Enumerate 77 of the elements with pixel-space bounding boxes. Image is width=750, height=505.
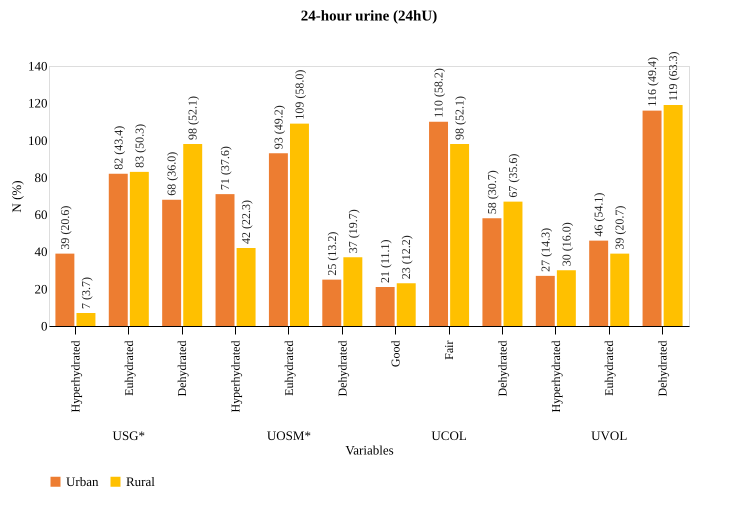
y-tick-label: 80 xyxy=(34,170,48,185)
bar xyxy=(610,254,630,326)
bar xyxy=(268,153,288,326)
text: UOSM* xyxy=(266,428,311,443)
bar xyxy=(322,280,342,326)
data-label: 23 (12.2) xyxy=(399,235,414,280)
data-label: 30 (16.0) xyxy=(559,222,574,266)
bar xyxy=(589,240,608,326)
x-tick-label: Dehydrated xyxy=(656,340,670,396)
y-axis-title: N (%) xyxy=(9,180,24,213)
data-label: 93 (49.2) xyxy=(271,105,286,150)
bar xyxy=(504,202,522,326)
x-tick-label: Dehydrated xyxy=(495,340,510,396)
bar xyxy=(55,254,74,326)
data-label: 25 (13.2) xyxy=(324,232,339,276)
data-label: 42 (22.3) xyxy=(239,200,254,244)
x-tick-label: Dehydrated xyxy=(175,340,190,396)
data-label: 110 (58.2) xyxy=(432,68,446,118)
y-tick-label: 100 xyxy=(28,132,48,148)
x-tick-label: Euhydrated xyxy=(282,340,296,396)
text: UCOL xyxy=(431,428,467,443)
bar xyxy=(664,105,683,326)
data-label: 39 (20.6) xyxy=(58,206,72,250)
bar xyxy=(108,174,128,326)
data-label: 82 (43.4) xyxy=(111,126,126,170)
bar xyxy=(450,144,470,326)
x-tick-label: Euhydrated xyxy=(602,340,616,396)
x-tick-label: Hyperhydrated xyxy=(68,340,82,412)
y-tick-label: 140 xyxy=(28,58,48,74)
data-label: 67 (35.6) xyxy=(506,154,520,198)
bar xyxy=(536,276,555,326)
data-label: 98 (52.1) xyxy=(452,96,467,140)
chart-title: 24-hour urine (24hU) xyxy=(300,8,438,24)
data-label: 39 (20.7) xyxy=(612,206,627,250)
bar xyxy=(642,110,662,326)
data-label: 58 (30.7) xyxy=(484,170,499,214)
data-label: 27 (14.3) xyxy=(538,228,552,272)
text: UVOL xyxy=(591,428,628,443)
bar xyxy=(376,287,395,326)
y-tick-label: 40 xyxy=(34,244,48,260)
data-label: 109 (58.0) xyxy=(292,70,306,120)
y-tick-label: 20 xyxy=(34,281,48,296)
x-tick-label: Hyperhydrated xyxy=(548,340,563,412)
data-label: 98 (52.1) xyxy=(186,96,200,140)
legend-label: Rural xyxy=(126,474,156,489)
x-tick-label: Good xyxy=(388,340,403,368)
bar xyxy=(216,194,234,326)
data-label: 83 (50.3) xyxy=(132,124,146,168)
bar xyxy=(396,283,416,326)
bar xyxy=(76,313,96,326)
x-tick-label: Euhydrated xyxy=(122,340,136,396)
data-label: 119 (63.3) xyxy=(666,51,680,101)
x-tick-label: Dehydrated xyxy=(335,340,350,396)
data-label: 21 (11.1) xyxy=(378,239,392,283)
bar xyxy=(162,200,182,326)
data-label: 46 (54.1) xyxy=(592,192,606,237)
bar xyxy=(183,144,202,326)
y-tick-label: 60 xyxy=(34,207,48,222)
data-label: 71 (37.6) xyxy=(218,146,232,190)
bar xyxy=(343,257,362,326)
bar xyxy=(556,270,576,326)
bar xyxy=(236,248,256,326)
data-label: 116 (49.4) xyxy=(645,57,660,107)
text: USG* xyxy=(112,428,146,443)
x-tick-label: Fair xyxy=(442,340,456,360)
bar xyxy=(290,124,309,326)
y-tick-label: 120 xyxy=(28,96,48,111)
data-label: 37 (19.7) xyxy=(346,209,360,254)
bar xyxy=(482,218,502,326)
data-label: 68 (36.0) xyxy=(164,152,179,196)
bar xyxy=(429,122,448,326)
data-label: 7 (3.7) xyxy=(78,277,93,309)
bar xyxy=(130,172,149,326)
x-tick-label: Hyperhydrated xyxy=(228,340,243,412)
x-axis-title: Variables xyxy=(345,442,394,458)
legend-label: Urban xyxy=(66,474,99,489)
y-tick-label: 0 xyxy=(41,318,48,334)
